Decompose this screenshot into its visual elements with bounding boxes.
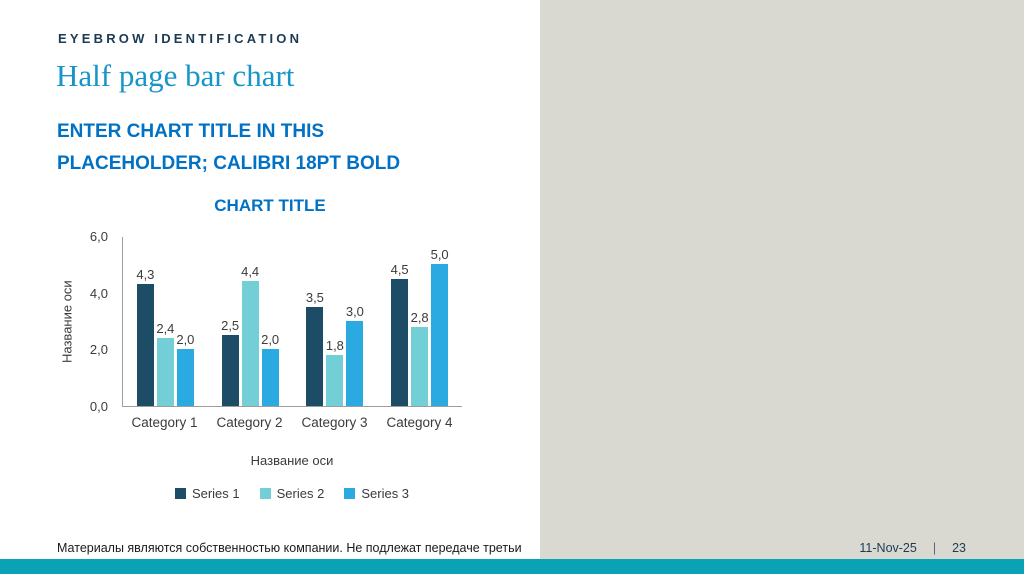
bar-series-1: 3,5	[306, 290, 324, 406]
chart-title: CHART TITLE	[214, 196, 326, 215]
bar-series-1: 2,5	[221, 318, 239, 406]
y-tick-label: 0,0	[89, 399, 108, 414]
legend-item-series-3: Series 3	[344, 486, 409, 501]
footer-page-number: 23	[952, 541, 966, 555]
bar-group-category-1: 4,3 2,4 2,0	[123, 237, 208, 406]
bar-series-3: 2,0	[176, 332, 194, 406]
x-category-label: Category 3	[301, 415, 368, 430]
bar-series-2: 2,4	[156, 321, 174, 406]
bar-value-label: 2,0	[261, 332, 280, 348]
bar-value-label: 4,3	[136, 267, 155, 283]
bar-value-label: 2,0	[176, 332, 195, 348]
bar-group-category-3: 3,5 1,8 3,0	[293, 237, 378, 406]
chart-heading-line-2: PLACEHOLDER; CALIBRI 18PT BOLD	[57, 153, 401, 174]
bar-value-label: 3,5	[305, 289, 324, 305]
slide-title: Half page bar chart	[56, 58, 295, 93]
x-axis-categories: Category 1 Category 2 Category 3 Category 4	[122, 415, 462, 430]
chart-heading-line-1: ENTER CHART TITLE IN THIS	[57, 121, 325, 142]
chart-legend: Series 1 Series 2 Series 3	[122, 486, 462, 501]
bar-value-label: 2,4	[156, 321, 175, 336]
bar-chart-plot: 4,3 2,4 2,0 2,5 4,4 2,0 3,5 1,8 3,0 4,5 2,8 5,0	[122, 237, 462, 407]
bottom-accent-bar	[0, 559, 1024, 574]
y-axis-ticks: 6,0 4,0 2,0 0,0	[76, 229, 116, 414]
legend-label: Series 2	[276, 486, 325, 501]
bar-value-label: 4,4	[241, 264, 260, 280]
bar-series-3: 3,0	[346, 304, 364, 406]
bar-group-category-4: 4,5 2,8 5,0	[377, 237, 462, 406]
bar-series-2: 4,4	[241, 264, 259, 406]
bar-series-1: 4,3	[136, 267, 154, 406]
legend-swatch	[174, 488, 186, 499]
y-axis-label: Название оси	[59, 280, 75, 364]
x-category-label: Category 4	[386, 415, 453, 430]
legend-swatch	[259, 488, 271, 499]
bar-series-1: 4,5	[391, 262, 409, 406]
legend-label: Series 1	[191, 486, 240, 501]
footer-separator: |	[932, 541, 937, 555]
x-category-label: Category 2	[216, 415, 283, 430]
legend-item-series-2: Series 2	[259, 486, 325, 501]
footer-disclaimer: Материалы являются собственностью компан…	[57, 541, 522, 555]
bar-series-2: 1,8	[326, 338, 344, 406]
legend-swatch	[344, 488, 356, 499]
chart-heading-placeholder: ENTER CHART TITLE IN THIS PLACEHOLDER; C…	[57, 116, 400, 180]
eyebrow-label: EYEBROW IDENTIFICATION	[58, 31, 303, 46]
bar-series-3: 5,0	[431, 247, 449, 406]
image-placeholder-block	[540, 0, 1024, 559]
bar-series-2: 2,8	[411, 310, 429, 406]
footer-date: 11-Nov-25	[859, 541, 917, 555]
bar-value-label: 5,0	[430, 247, 449, 263]
bar-group-category-2: 2,5 4,4 2,0	[208, 237, 293, 406]
bar-value-label: 1,8	[325, 338, 344, 353]
bar-value-label: 3,0	[345, 304, 364, 319]
bar-series-3: 2,0	[261, 332, 279, 406]
legend-label: Series 3	[361, 486, 410, 501]
y-tick-label: 6,0	[89, 229, 108, 244]
x-category-label: Category 1	[131, 415, 198, 430]
y-tick-label: 2,0	[89, 342, 108, 358]
x-axis-label: Название оси	[250, 453, 334, 468]
footer-meta: 11-Nov-25 | 23	[859, 541, 966, 555]
y-tick-label: 4,0	[89, 285, 108, 301]
bar-value-label: 2,5	[221, 318, 240, 334]
bar-value-label: 4,5	[390, 261, 409, 277]
bar-value-label: 2,8	[410, 309, 429, 325]
legend-item-series-1: Series 1	[174, 486, 240, 501]
